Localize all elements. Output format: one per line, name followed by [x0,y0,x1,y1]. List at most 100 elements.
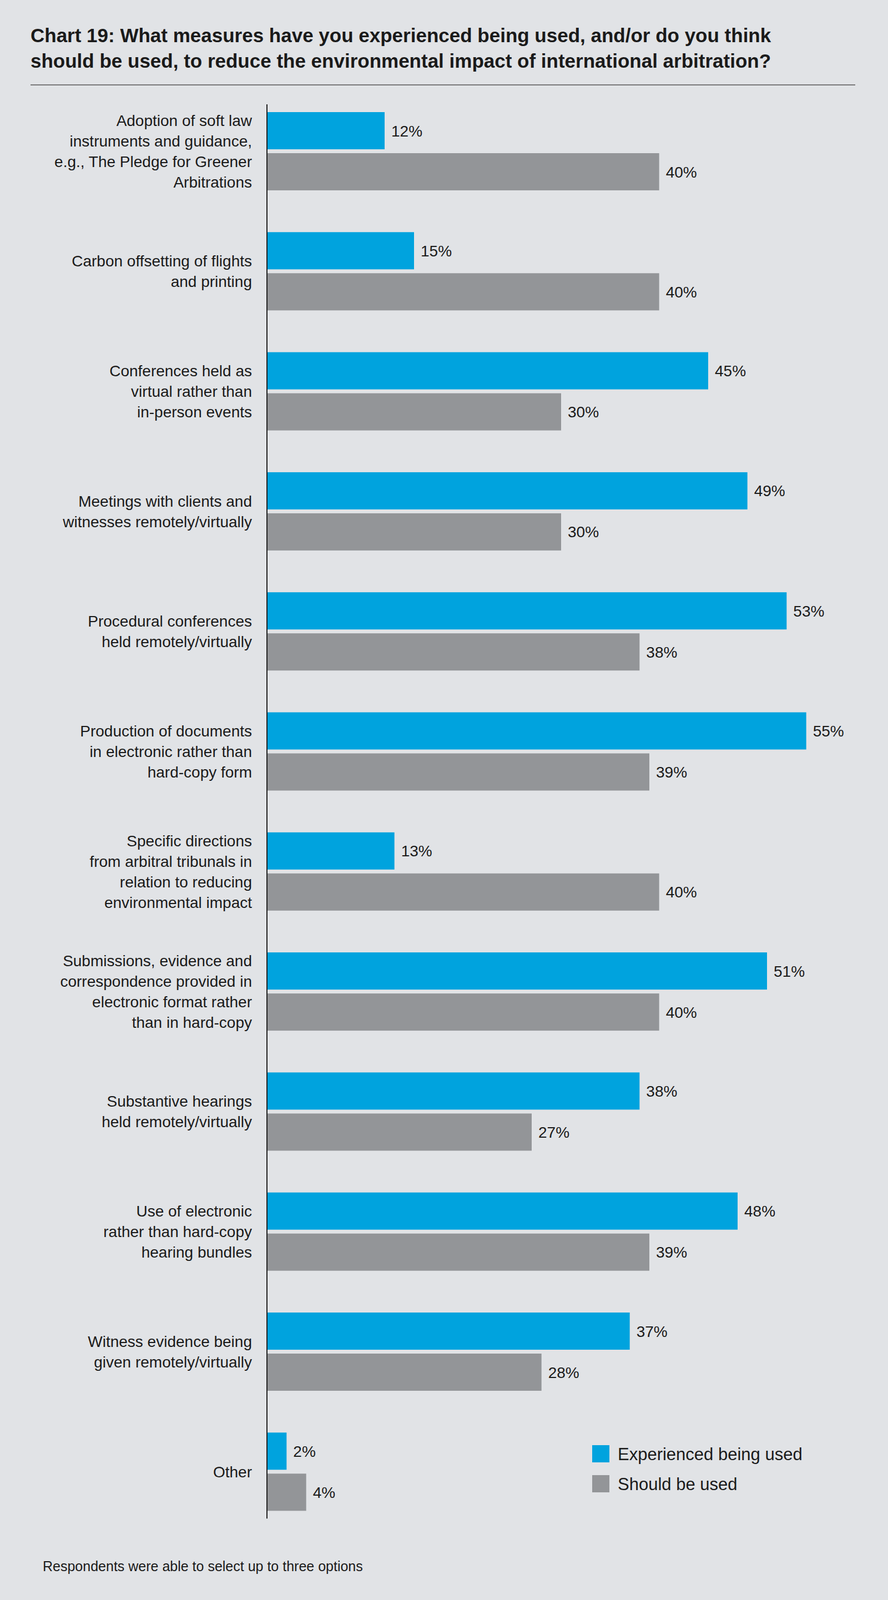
title-line: Chart 19: What measures have you experie… [30,24,772,47]
category-label-line: electronic format rather [92,993,252,1011]
bar [266,393,562,431]
data-label: 2% [293,1443,316,1461]
category-label: Production of documents in electronic rat… [79,722,252,781]
category-label-line: given remotely/virtually [93,1353,252,1371]
data-label: 40% [666,883,698,901]
bar [266,1072,640,1110]
category-label-line: Submissions, evidence and [62,952,252,970]
category-label-line: Witness evidence being [87,1333,252,1351]
category-label-line: instruments and guidance, [69,132,252,150]
category-label-line: Use of electronic [135,1202,252,1220]
title: Chart 19: What measures have you experie… [30,24,772,72]
bar [266,753,650,791]
bar [266,592,787,630]
axis-line [266,104,268,1519]
bar [266,472,748,510]
data-label: 30% [567,403,599,421]
bar [266,1312,630,1350]
legend-label: Experienced being used [617,1444,803,1465]
category-label: Carbon offsetting of flights and printing [71,252,252,291]
data-label: 51% [773,962,805,981]
category-label: Procedural conferencesheld remotely/virt… [87,612,252,651]
legend-swatch [592,1475,610,1493]
category-label-line: Adoption of soft law [116,112,253,130]
category-label-line: Substantive hearings [106,1092,252,1110]
title-line: should be used, to reduce the environmen… [30,49,771,72]
legend-swatch [592,1445,610,1463]
category-label: Use of electronic rather than hard-copy he… [103,1202,252,1261]
category-label-line: relation to reducing [119,873,252,891]
bar [266,231,415,270]
category-label-line: Meetings with clients and [78,492,252,511]
category-label-line: Arbitrations [173,173,252,191]
category-label: Meetings with clients and witnesses remot… [62,492,252,531]
bar [266,273,660,311]
category-label-line: Carbon offsetting of flights [71,252,252,270]
bar [266,873,660,911]
data-label: 40% [666,163,698,181]
bar [266,633,640,671]
bar [266,352,709,390]
bar [266,712,807,750]
category-label: Other [213,1463,252,1481]
data-label: 49% [754,482,786,500]
category-label-line: e.g., The Pledge for Greener [54,153,252,171]
data-label: 53% [793,602,825,620]
data-label: 55% [813,722,845,740]
chart: Chart 19: What measures have you experie… [0,0,888,1600]
bar [266,1432,287,1470]
category-label-line: Production of documents [79,722,252,740]
bar [266,952,768,990]
category-label-line: Specific directions [126,832,252,850]
bar [266,1473,307,1511]
category-label-line: rather than hard-copy [103,1223,252,1241]
legend-label: Should be used [617,1474,738,1495]
category-label-line: Conferences held as [109,362,252,380]
data-label: 39% [656,1243,688,1261]
category-label: Adoption of soft law instruments and guid… [54,112,253,191]
bar [266,1353,542,1391]
category-label-line: witnesses remotely/virtually [62,513,252,531]
category-label: Submissions, evidence and correspondence … [59,952,252,1032]
category-label-line: in electronic rather than [89,743,252,761]
data-label: 4% [313,1484,336,1502]
data-label: 40% [666,1003,698,1022]
data-label: 27% [538,1123,570,1142]
bar [266,1233,650,1271]
data-label: 39% [656,763,688,781]
category-label-line: environmental impact [104,894,252,912]
category-label-line: Procedural conferences [87,612,252,630]
category-label-line: held remotely/virtually [101,1113,252,1131]
footnote: Respondents were able to select up to th… [42,1558,363,1574]
bar [266,993,660,1031]
legend: Experienced being used Should be used [592,1444,803,1495]
category-label: Conferences held asvirtual rather thanin… [109,362,252,421]
data-label: 38% [646,1082,678,1101]
category-label-line: correspondence provided in [59,972,252,991]
category-label: Specific directions from arbitral tribuna… [89,832,252,912]
bar [266,832,395,870]
category-label-line: than in hard-copy [132,1013,252,1032]
data-label: 30% [567,523,599,541]
bar [266,1113,532,1151]
labels: Adoption of soft law instruments and guid… [54,112,845,1502]
category-label-line: in-person events [137,403,252,421]
data-label: 48% [744,1202,776,1220]
category-label-line: from arbitral tribunals in [89,853,252,871]
category-label: Witness evidence being given remotely/vir… [87,1333,252,1371]
bar [266,112,385,150]
bar [266,153,660,191]
data-label: 13% [401,842,433,860]
data-label: 28% [548,1364,580,1382]
category-label-line: hearing bundles [141,1243,252,1261]
category-label-line: Other [213,1463,252,1481]
title-rule [30,84,856,86]
data-label: 15% [420,242,452,260]
bars [266,112,807,1511]
category-label-line: hard-copy form [147,763,252,781]
category-label-line: and printing [170,273,252,291]
data-label: 12% [391,122,423,140]
data-label: 45% [714,362,746,380]
data-label: 38% [646,643,678,662]
bar [266,513,562,551]
